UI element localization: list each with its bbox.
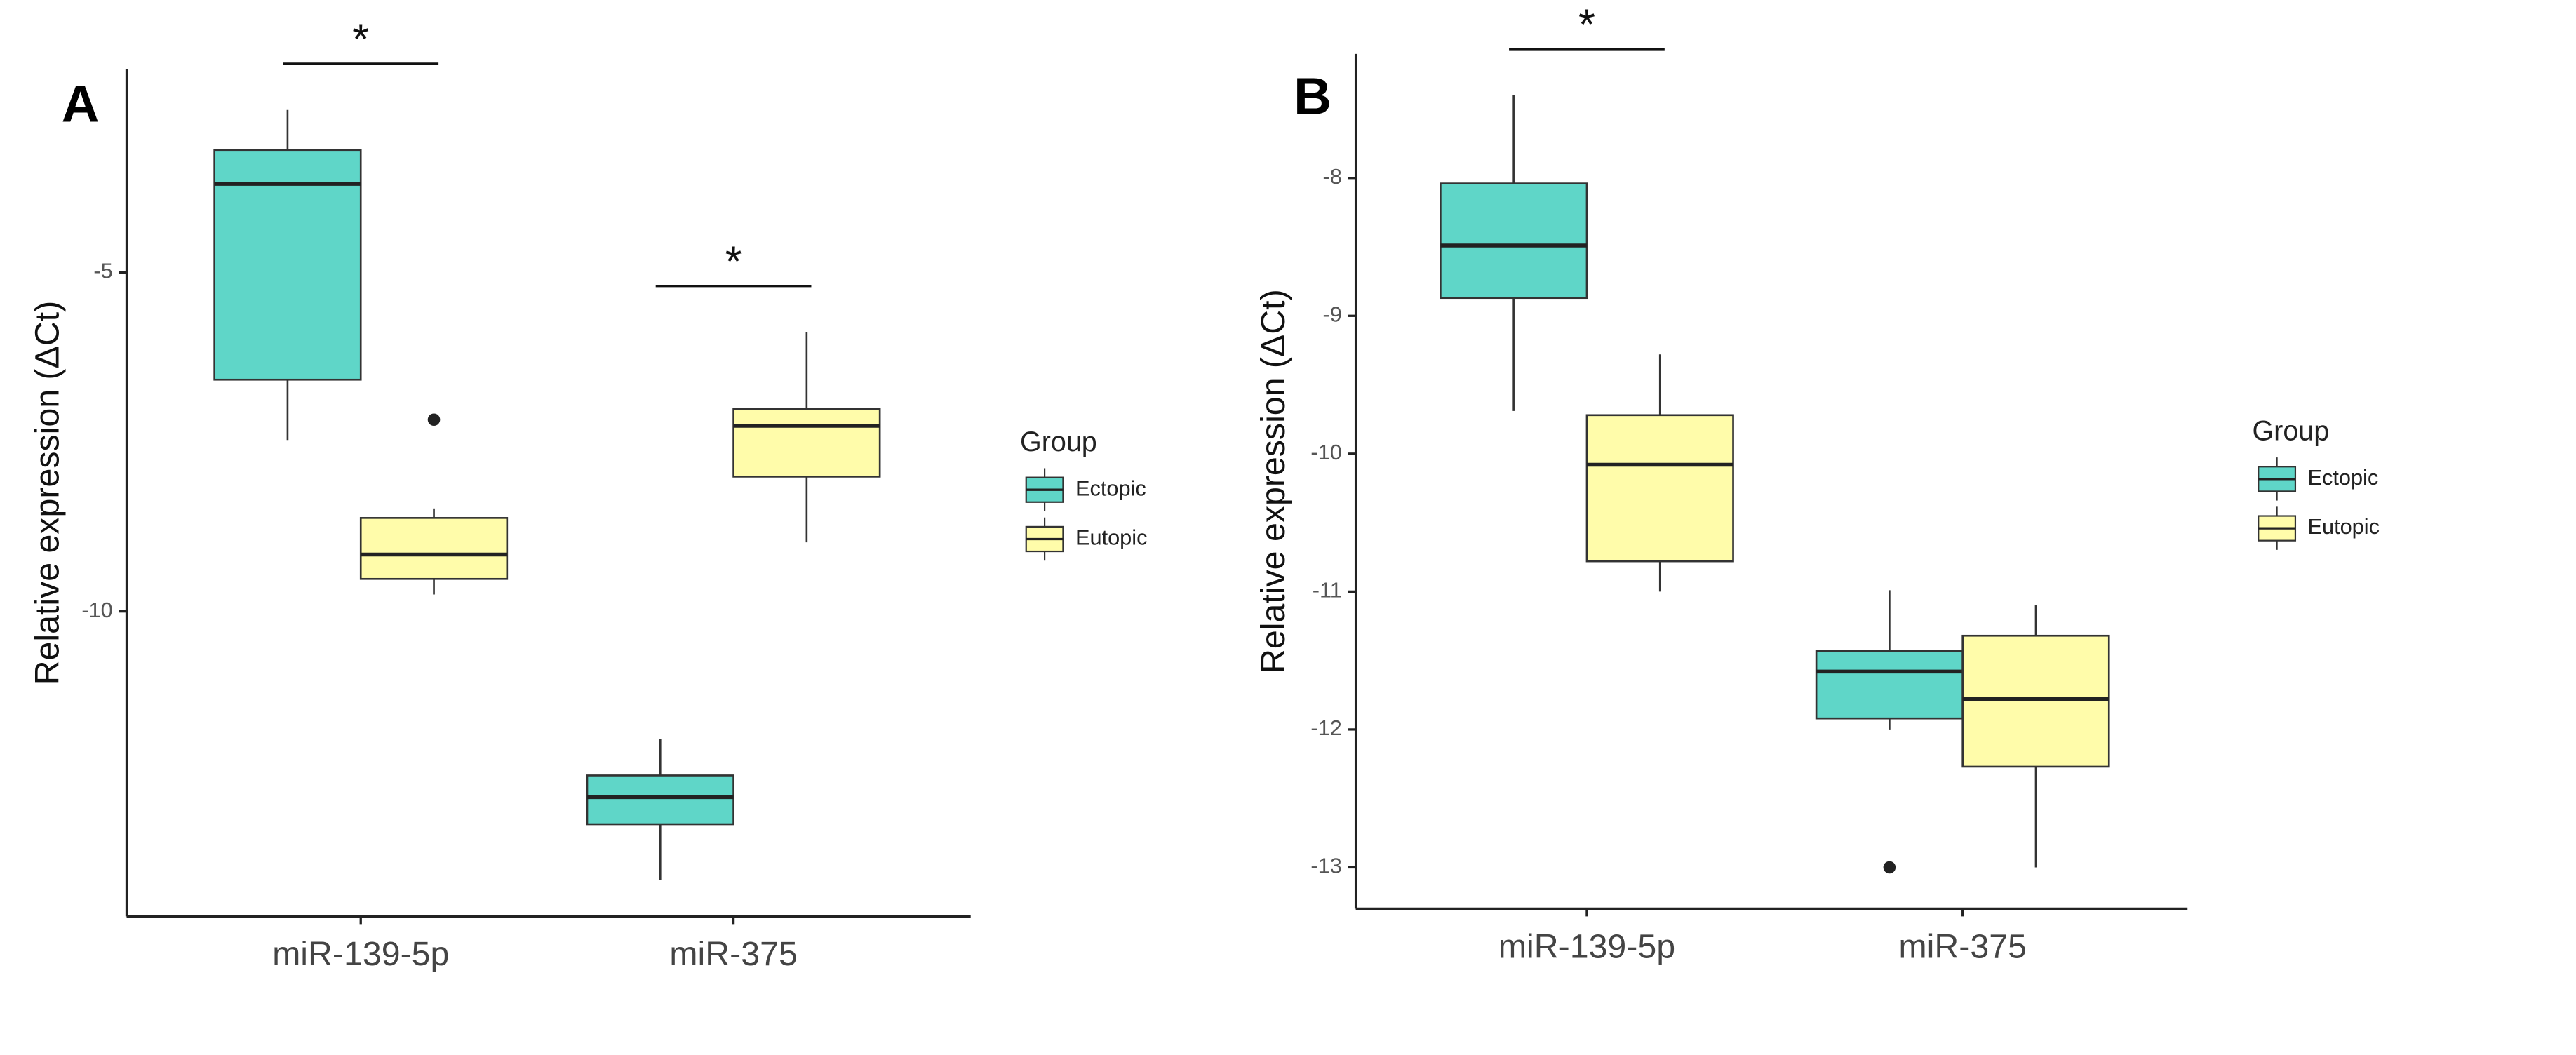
x-tick-label: miR-139-5p: [272, 935, 449, 973]
y-tick-label: -10: [81, 598, 112, 622]
legend-label: Eutopic: [1075, 525, 1147, 550]
panel-label: B: [1294, 66, 1331, 125]
y-tick-label: -12: [1310, 715, 1341, 740]
legend-title: Group: [1020, 426, 1097, 457]
box: [1585, 414, 1734, 563]
box: [1961, 634, 2110, 768]
y-tick-label: -5: [93, 259, 112, 283]
significance-label: *: [352, 15, 369, 63]
significance-label: *: [1578, 0, 1595, 48]
box: [1815, 650, 1964, 720]
x-tick-label: miR-375: [669, 935, 798, 973]
y-tick-label: -10: [1310, 440, 1341, 464]
outlier: [427, 413, 441, 426]
legend-label: Eutopic: [2308, 514, 2380, 539]
x-tick-label: miR-139-5p: [1498, 927, 1675, 965]
y-tick-label: -13: [1310, 854, 1341, 878]
y-axis-label: Relative expression (ΔCt): [28, 301, 66, 685]
box: [359, 517, 509, 580]
legend-title: Group: [2252, 415, 2329, 446]
box: [1440, 182, 1588, 300]
significance-label: *: [725, 237, 742, 285]
box: [213, 149, 362, 381]
box: [586, 774, 734, 826]
box: [732, 408, 881, 478]
y-tick-label: -11: [1313, 577, 1342, 602]
outlier: [1883, 861, 1896, 874]
y-tick-label: -9: [1323, 302, 1342, 326]
legend-label: Ectopic: [2308, 465, 2379, 490]
x-tick-label: miR-375: [1898, 927, 2027, 965]
y-axis-label: Relative expression (ΔCt): [1254, 289, 1292, 673]
legend-label: Ectopic: [1075, 476, 1146, 500]
panel-label: A: [62, 74, 100, 133]
y-tick-label: -8: [1323, 164, 1342, 189]
